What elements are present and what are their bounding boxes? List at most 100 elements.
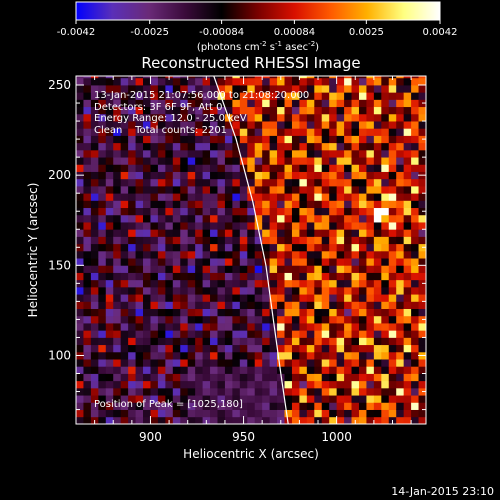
heatmap-cell xyxy=(418,265,426,273)
heatmap-cell xyxy=(284,113,293,122)
heatmap-cell xyxy=(418,157,426,165)
heatmap-cell xyxy=(83,99,92,108)
heatmap-cell xyxy=(373,308,382,317)
heatmap-cell xyxy=(418,149,426,158)
heatmap-cell xyxy=(284,366,293,374)
heatmap-cell xyxy=(210,214,218,223)
heatmap-cell xyxy=(195,229,203,237)
heatmap-cell xyxy=(381,330,390,338)
heatmap-cell xyxy=(254,344,263,353)
heatmap-cell xyxy=(277,250,285,259)
heatmap-cell xyxy=(411,279,419,288)
heatmap-cell xyxy=(366,301,375,309)
heatmap-cell xyxy=(157,142,166,151)
heatmap-cell xyxy=(210,92,218,100)
heatmap-cell xyxy=(277,99,285,108)
heatmap-cell xyxy=(396,63,404,71)
heatmap-cell xyxy=(284,76,293,79)
heatmap-cell xyxy=(90,200,99,209)
heatmap-cell xyxy=(157,106,166,115)
heatmap-cell xyxy=(202,142,211,151)
heatmap-cell xyxy=(224,337,233,346)
heatmap-cell xyxy=(157,77,166,86)
heatmap-cell xyxy=(239,157,248,165)
heatmap-cell xyxy=(262,128,271,136)
heatmap-cell xyxy=(135,373,144,382)
heatmap-cell xyxy=(351,387,360,396)
heatmap-cell xyxy=(403,229,412,237)
heatmap-cell xyxy=(76,294,84,302)
heatmap-cell xyxy=(195,272,203,281)
heatmap-cell xyxy=(247,409,256,418)
heatmap-cell xyxy=(329,185,338,194)
heatmap-cell xyxy=(113,121,122,129)
heatmap-cell xyxy=(381,272,390,281)
heatmap-cell xyxy=(90,229,99,237)
heatmap-cell xyxy=(83,193,92,201)
heatmap-cell xyxy=(291,214,300,223)
heatmap-cell xyxy=(187,359,196,367)
heatmap-cell xyxy=(135,92,144,100)
heatmap-cell xyxy=(262,286,271,295)
heatmap-cell xyxy=(344,373,352,382)
heatmap-cell xyxy=(411,193,419,201)
heatmap-cell xyxy=(262,157,271,165)
heatmap-cell xyxy=(351,193,360,201)
heatmap-cell xyxy=(135,344,144,353)
heatmap-cell xyxy=(143,76,151,79)
heatmap-cell xyxy=(105,113,114,122)
heatmap-cell xyxy=(336,265,345,273)
heatmap-cell xyxy=(373,229,382,237)
heatmap-cell xyxy=(224,380,233,389)
heatmap-cell xyxy=(150,301,159,309)
heatmap-cell xyxy=(396,236,405,245)
heatmap-cell xyxy=(381,157,390,165)
heatmap-cell xyxy=(157,402,166,410)
heatmap-cell xyxy=(336,294,345,302)
heatmap-cell xyxy=(195,106,203,115)
heatmap-cell xyxy=(381,351,390,360)
heatmap-cell xyxy=(381,294,390,302)
heatmap-cell xyxy=(373,200,382,209)
heatmap-cell xyxy=(210,222,218,230)
heatmap-cell xyxy=(306,178,315,187)
heatmap-cell xyxy=(321,113,330,122)
heatmap-cell xyxy=(403,128,412,136)
heatmap-cell xyxy=(76,265,84,273)
heatmap-cell xyxy=(157,409,166,418)
heatmap-cell xyxy=(217,85,226,93)
heatmap-cell xyxy=(358,265,367,273)
heatmap-cell xyxy=(396,200,405,209)
heatmap-cell xyxy=(306,294,315,302)
heatmap-cell xyxy=(254,222,263,230)
heatmap-cell xyxy=(128,402,136,410)
heatmap-cell xyxy=(217,337,226,346)
heatmap-cell xyxy=(269,344,278,353)
heatmap-cell xyxy=(128,351,136,360)
heatmap-cell xyxy=(143,330,151,338)
heatmap-cell xyxy=(321,229,330,237)
heatmap-cell xyxy=(165,373,174,382)
heatmap-cell xyxy=(247,92,256,100)
heatmap-cell xyxy=(187,106,196,115)
heatmap-cell xyxy=(344,279,352,288)
heatmap-cell xyxy=(314,214,323,223)
heatmap-cell xyxy=(358,279,367,288)
heatmap-cell xyxy=(277,236,285,245)
heatmap-cell xyxy=(299,142,308,151)
heatmap-cell xyxy=(135,301,144,309)
heatmap-cell xyxy=(284,373,293,382)
heatmap-cell xyxy=(172,229,181,237)
heatmap-cell xyxy=(135,351,144,360)
heatmap-cell xyxy=(239,330,248,338)
heatmap-cell xyxy=(180,135,189,144)
heatmap-cell xyxy=(195,366,203,374)
heatmap-cell xyxy=(128,286,136,295)
heatmap-cell xyxy=(143,106,151,115)
heatmap-cell xyxy=(269,402,278,410)
heatmap-cell xyxy=(396,243,405,252)
heatmap-cell xyxy=(157,294,166,302)
heatmap-cell xyxy=(373,222,382,230)
heatmap-cell xyxy=(344,402,352,410)
heatmap-cell xyxy=(143,92,151,100)
